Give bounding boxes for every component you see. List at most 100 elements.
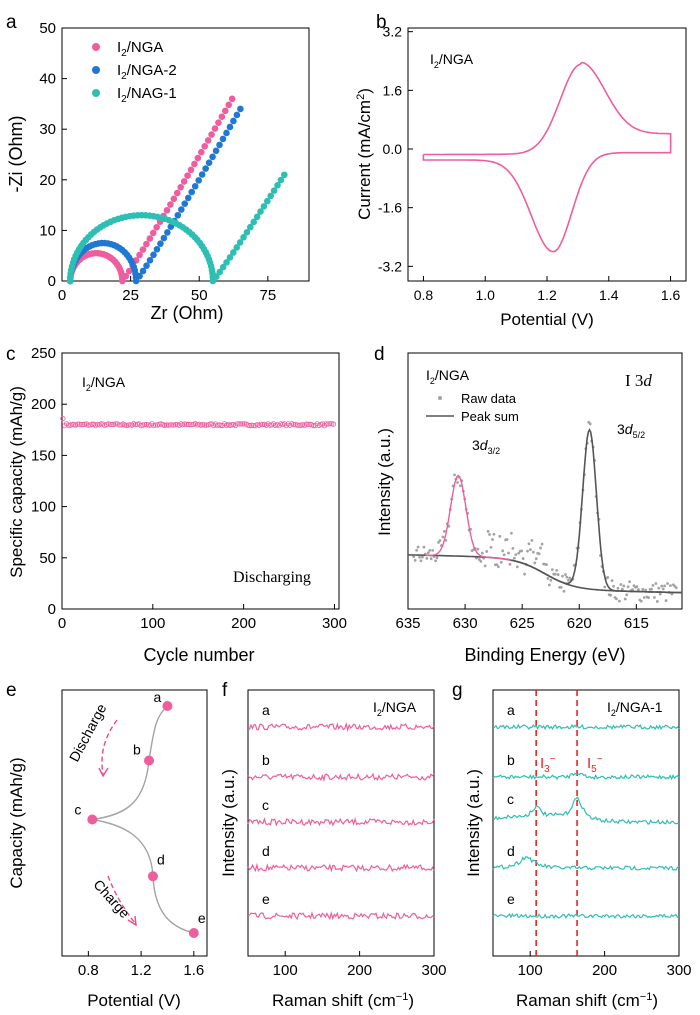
raw-data-point [477, 558, 481, 561]
capacity-point [112, 421, 119, 427]
capacity-point [74, 421, 81, 427]
capacity-point [296, 422, 302, 428]
raw-data-point [641, 587, 645, 591]
nyquist-point [177, 206, 185, 213]
capacity-point [201, 422, 208, 428]
panel-c-frame [61, 352, 340, 610]
raw-data-point [547, 583, 551, 587]
raw-data-point [670, 592, 674, 596]
raw-data-point [499, 560, 503, 564]
raw-data-point [480, 551, 484, 555]
panel-label-d: d [374, 344, 385, 365]
raw-data-point [458, 484, 462, 488]
panel-d-peak-label-5-2: 3d5/2 [617, 421, 645, 440]
capacity-point [116, 422, 122, 428]
raman-spectrum-c [247, 816, 435, 827]
nyquist-point [198, 171, 206, 178]
raw-data-point [521, 557, 525, 560]
panel-b-ytick-label: -3.2 [378, 258, 402, 274]
raw-data-point [626, 585, 630, 589]
capacity-point [172, 422, 179, 428]
nyquist-point [188, 188, 196, 196]
nyquist-point [167, 223, 175, 231]
nyquist-point [167, 201, 174, 208]
capacity-point [240, 421, 246, 427]
panel-b-xtick-label: 0.8 [414, 287, 434, 303]
capacity-point [78, 421, 84, 428]
raw-data-point [416, 545, 420, 549]
capacity-point [163, 422, 170, 428]
raw-data-point [479, 560, 483, 563]
nyquist-point [197, 148, 205, 156]
raman-spectrum-e [492, 913, 680, 920]
raw-data-point [537, 552, 541, 556]
raw-data-point [628, 580, 632, 584]
legend-label-i2-nga-2: I2/NGA-2 [117, 62, 177, 82]
raw-data-point [661, 587, 665, 591]
raw-data-point [495, 563, 499, 567]
raw-data-point [502, 553, 506, 557]
nyquist-point [257, 208, 264, 215]
nyquist-point [181, 200, 189, 208]
panel-c-ylabel: Specific capacity (mAh/g) [7, 386, 26, 578]
capacity-point [85, 422, 91, 428]
nyquist-point [233, 111, 241, 119]
raw-data-point [530, 538, 534, 542]
panel-f-ylabel: Intensity (a.u.) [219, 769, 238, 877]
nyquist-point [240, 234, 247, 241]
nyquist-point [143, 262, 150, 269]
panel-label-e: e [6, 680, 17, 701]
nyquist-point [149, 229, 157, 237]
raw-data-point [438, 539, 442, 542]
raw-data-point [663, 584, 667, 588]
panel-d-frame [407, 352, 683, 610]
raw-data-point [647, 596, 650, 600]
panel-c-title: I2/NGA [82, 374, 126, 393]
capacity-point [238, 421, 244, 427]
raw-data-point [483, 564, 487, 568]
nyquist-point [153, 245, 161, 253]
legend-label-raw-data: Raw data [461, 391, 517, 406]
nyquist-point [216, 141, 223, 149]
nyquist-point [150, 251, 157, 259]
capacity-point [325, 421, 331, 427]
nyquist-point [173, 189, 181, 197]
panel-a-xlabel: Zr (Ohm) [151, 303, 224, 323]
nyquist-point [119, 277, 126, 285]
panel-a-ytick-label: 40 [39, 71, 56, 88]
raw-data-point [533, 561, 537, 565]
state-label-e: e [198, 910, 206, 926]
panel-a-ytick-label: 10 [39, 222, 56, 239]
raw-data-point [419, 559, 423, 563]
capacity-point [303, 421, 309, 427]
raw-data-point [635, 585, 639, 589]
raw-data-point [441, 535, 445, 539]
raw-data-point [488, 533, 491, 536]
nyquist-point [160, 234, 168, 242]
state-point-d [147, 871, 158, 882]
raw-data-point [415, 548, 419, 552]
raw-data-point [610, 579, 614, 583]
panel-c-ytick-label: 250 [31, 345, 56, 362]
panel-b-ytick-label: 3.2 [383, 24, 403, 40]
panel-a-xtick-label: 50 [191, 287, 208, 304]
nyquist-point [205, 159, 213, 167]
discharge-label: Discharge [66, 701, 110, 764]
panel-e-xtick-label: 1.6 [183, 962, 204, 979]
panel-g: 100 200 300 a b c d e I2/NGA-1 I3− I5− Raman s… [464, 689, 692, 1010]
raw-data-point [491, 538, 494, 541]
nyquist-point [250, 218, 258, 226]
discharge-arrow-head [98, 767, 109, 778]
panel-a-ytick-label: 20 [39, 172, 56, 189]
state-label-b: b [133, 741, 141, 757]
raw-data-point [434, 559, 437, 563]
panel-d-xtick-label: 635 [395, 615, 420, 632]
raw-data-point [625, 593, 629, 597]
raw-data-point [623, 597, 627, 601]
capacity-point [107, 421, 113, 427]
panel-label-c: c [6, 344, 16, 365]
state-point-e [188, 928, 199, 938]
capacity-point [152, 422, 159, 428]
spectrum-label-c: c [507, 791, 514, 807]
panel-e-ylabel: Capacity (mAh/g) [7, 757, 26, 888]
